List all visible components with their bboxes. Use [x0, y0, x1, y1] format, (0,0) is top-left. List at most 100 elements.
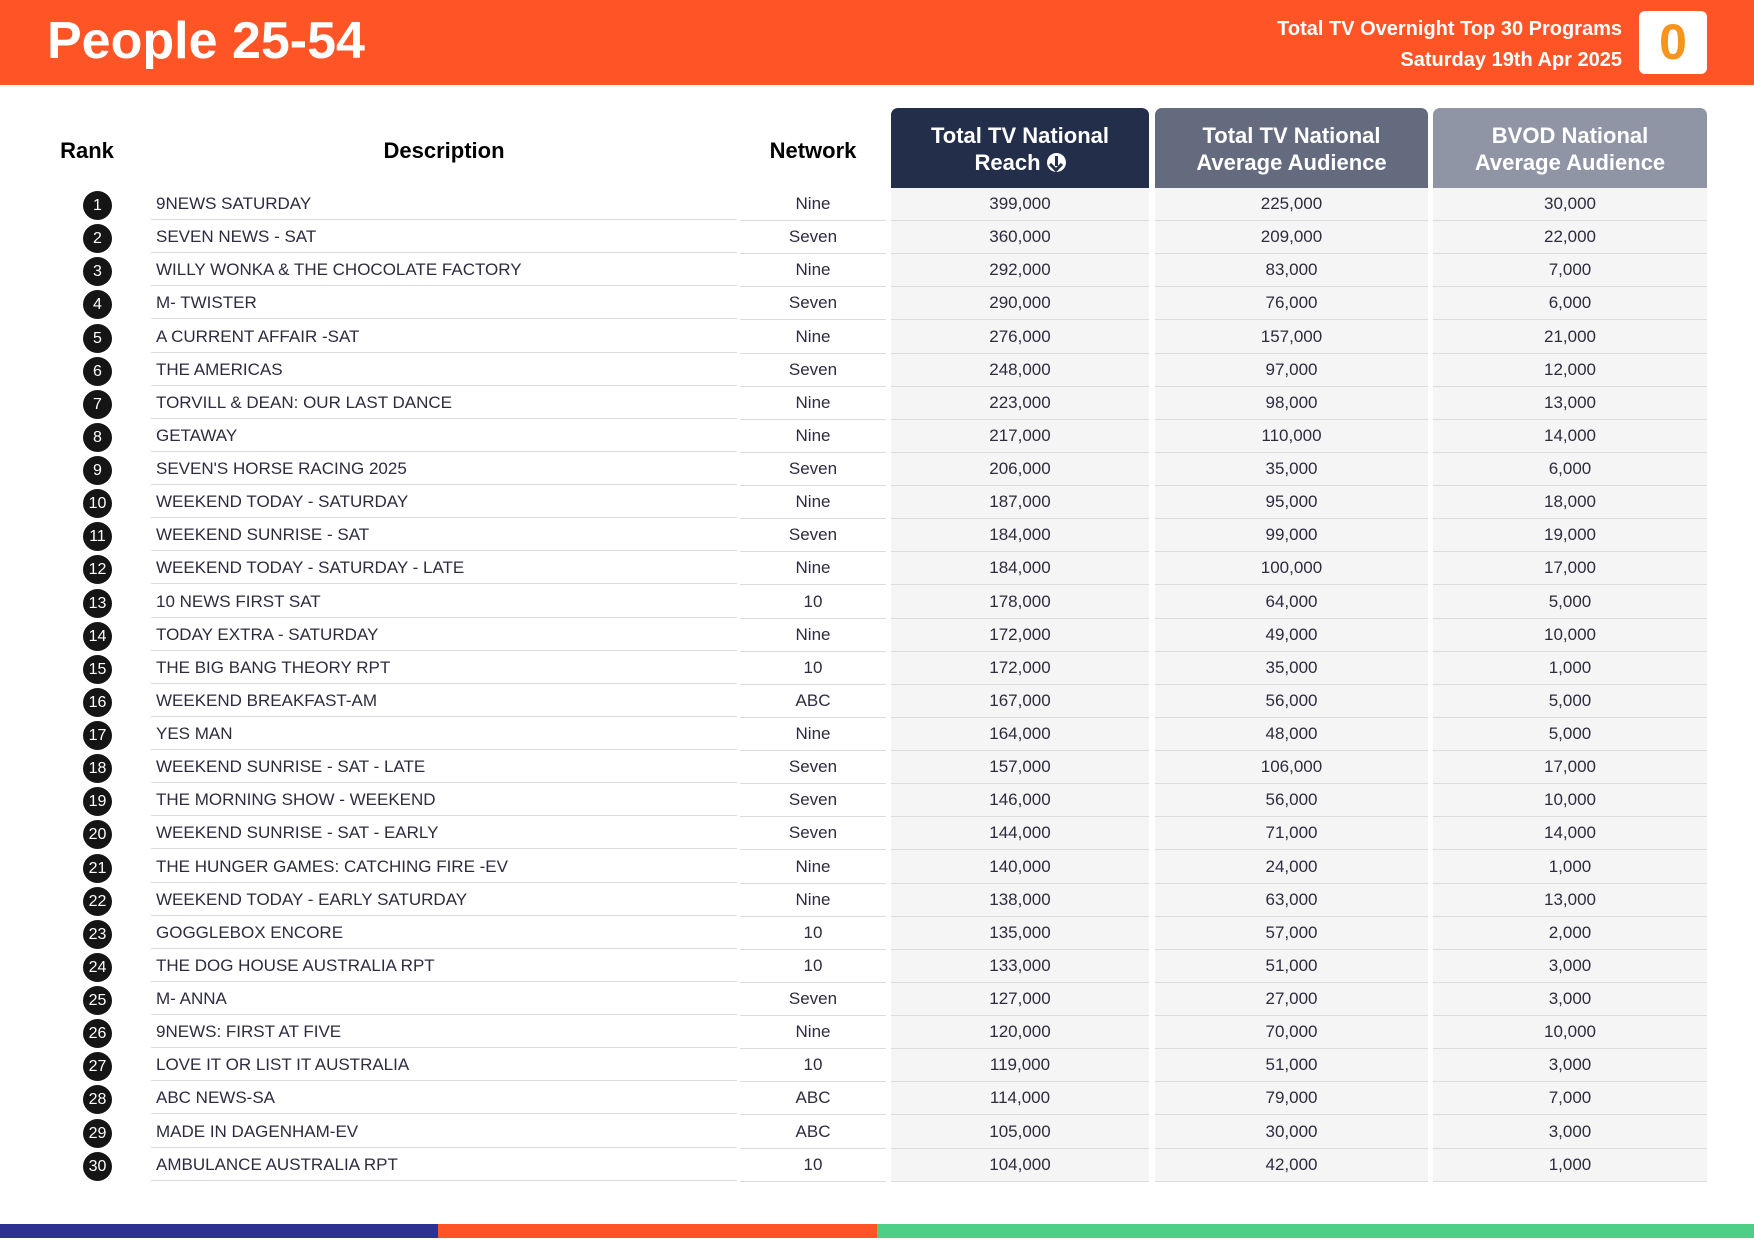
network-column-header: Network: [769, 138, 857, 163]
bvod-column-header[interactable]: BVOD National Average Audience: [1433, 108, 1707, 188]
rank-badge: 21: [83, 853, 112, 883]
table-row: 10 WEEKEND TODAY - SATURDAY Nine 187,000 95,…: [0, 486, 1754, 520]
rank-badge: 27: [83, 1052, 112, 1082]
program-description: TORVILL & DEAN: OUR LAST DANCE: [151, 387, 737, 419]
table-row: 28 ABC NEWS-SA ABC 114,000 79,000 7,000: [0, 1082, 1754, 1116]
program-reach: 140,000: [891, 851, 1149, 884]
rank-badge: 10: [83, 489, 112, 519]
bvod-column-bg: [1433, 188, 1707, 1182]
table-row: 26 9NEWS: FIRST AT FIVE Nine 120,000 70,000 1…: [0, 1016, 1754, 1050]
table-row: 2 SEVEN NEWS - SAT Seven 360,000 209,000 22,0…: [0, 221, 1754, 255]
page-title: People 25-54: [47, 12, 365, 70]
program-description: AMBULANCE AUSTRALIA RPT: [151, 1149, 737, 1181]
program-avg-audience: 48,000: [1155, 718, 1428, 751]
rank-badge: 1: [83, 191, 112, 220]
program-bvod-audience: 7,000: [1433, 1082, 1707, 1116]
arrow-down-circle-icon[interactable]: [1046, 153, 1066, 172]
program-bvod-audience: 6,000: [1433, 287, 1707, 321]
program-avg-audience: 110,000: [1155, 420, 1428, 453]
program-avg-audience: 30,000: [1155, 1116, 1428, 1149]
program-reach: 144,000: [891, 817, 1149, 851]
rank-badge: 24: [83, 952, 112, 982]
program-avg-audience: 99,000: [1155, 519, 1428, 553]
program-bvod-audience: 10,000: [1433, 784, 1707, 818]
avg-column-bg: [1155, 188, 1428, 1182]
program-avg-audience: 100,000: [1155, 552, 1428, 586]
reach-column-header[interactable]: Total TV National Reach: [891, 108, 1149, 188]
rank-badge: 18: [83, 754, 112, 784]
rank-badge: 16: [83, 687, 112, 717]
report-date: Saturday 19th Apr 2025: [1400, 49, 1622, 71]
table-row: 16 WEEKEND BREAKFAST-AM ABC 167,000 56,000 5,…: [0, 685, 1754, 718]
report-header: People 25-54 Total TV Overnight Top 30 P…: [0, 0, 1754, 85]
program-reach: 146,000: [891, 784, 1149, 818]
program-description: A CURRENT AFFAIR -SAT: [151, 321, 737, 353]
program-network: Nine: [740, 486, 886, 520]
program-description: THE HUNGER GAMES: CATCHING FIRE -EV: [151, 851, 737, 883]
program-avg-audience: 98,000: [1155, 387, 1428, 420]
program-network: Seven: [740, 287, 886, 321]
program-bvod-audience: 13,000: [1433, 387, 1707, 420]
program-bvod-audience: 17,000: [1433, 552, 1707, 586]
program-reach: 172,000: [891, 652, 1149, 685]
program-avg-audience: 71,000: [1155, 817, 1428, 851]
rank-badge: 17: [83, 721, 112, 750]
report-subtitle: Total TV Overnight Top 30 Programs Satur…: [1277, 14, 1622, 76]
description-column-header: Description: [383, 138, 505, 163]
logo: 0: [1639, 11, 1707, 74]
program-network: 10: [740, 1049, 886, 1083]
program-reach: 172,000: [891, 619, 1149, 652]
program-bvod-audience: 14,000: [1433, 420, 1707, 453]
rank-column-header: Rank: [60, 138, 114, 163]
program-network: Nine: [740, 884, 886, 917]
reach-header-line1: Total TV National: [930, 123, 1110, 148]
program-avg-audience: 56,000: [1155, 685, 1428, 718]
program-reach: 290,000: [891, 287, 1149, 321]
program-reach: 135,000: [891, 917, 1149, 950]
program-reach: 399,000: [891, 188, 1149, 221]
program-description: GOGGLEBOX ENCORE: [151, 917, 737, 949]
program-network: Nine: [740, 1016, 886, 1050]
program-network: Nine: [740, 619, 886, 652]
rank-badge: 6: [83, 356, 112, 386]
table-row: 27 LOVE IT OR LIST IT AUSTRALIA 10 119,000 5…: [0, 1049, 1754, 1083]
program-description: 10 NEWS FIRST SAT: [151, 586, 737, 618]
reach-column-bg: [891, 188, 1149, 1182]
program-description: THE AMERICAS: [151, 354, 737, 386]
program-bvod-audience: 10,000: [1433, 1016, 1707, 1050]
program-description: MADE IN DAGENHAM-EV: [151, 1116, 737, 1148]
program-network: Nine: [740, 552, 886, 586]
avg-header-line1: Total TV National: [1202, 123, 1381, 148]
rank-badge: 9: [83, 456, 112, 485]
program-bvod-audience: 3,000: [1433, 950, 1707, 983]
program-bvod-audience: 19,000: [1433, 519, 1707, 553]
table-row: 17 YES MAN Nine 164,000 48,000 5,000: [0, 718, 1754, 751]
program-bvod-audience: 18,000: [1433, 486, 1707, 520]
rank-badge: 8: [83, 422, 112, 452]
program-avg-audience: 64,000: [1155, 586, 1428, 619]
program-avg-audience: 225,000: [1155, 188, 1428, 221]
table-row: 9 SEVEN'S HORSE RACING 2025 Seven 206,000 35…: [0, 453, 1754, 486]
avg-audience-column-header[interactable]: Total TV National Average Audience: [1155, 108, 1428, 188]
program-description: M- ANNA: [151, 983, 737, 1015]
program-avg-audience: 97,000: [1155, 354, 1428, 387]
program-bvod-audience: 3,000: [1433, 983, 1707, 1016]
program-description: WEEKEND TODAY - EARLY SATURDAY: [151, 884, 737, 916]
rank-badge: 13: [83, 588, 112, 618]
program-network: Nine: [740, 387, 886, 420]
program-bvod-audience: 6,000: [1433, 453, 1707, 486]
program-reach: 138,000: [891, 884, 1149, 917]
program-network: Seven: [740, 354, 886, 387]
program-bvod-audience: 5,000: [1433, 718, 1707, 751]
program-reach: 178,000: [891, 586, 1149, 619]
program-network: Nine: [740, 254, 886, 288]
program-reach: 133,000: [891, 950, 1149, 983]
program-avg-audience: 24,000: [1155, 851, 1428, 884]
program-reach: 105,000: [891, 1116, 1149, 1149]
program-bvod-audience: 1,000: [1433, 652, 1707, 685]
program-bvod-audience: 5,000: [1433, 586, 1707, 619]
table-row: 4 M- TWISTER Seven 290,000 76,000 6,000: [0, 287, 1754, 321]
program-reach: 167,000: [891, 685, 1149, 718]
program-network: Nine: [740, 420, 886, 453]
avg-header-line2: Average Audience: [1196, 150, 1387, 175]
